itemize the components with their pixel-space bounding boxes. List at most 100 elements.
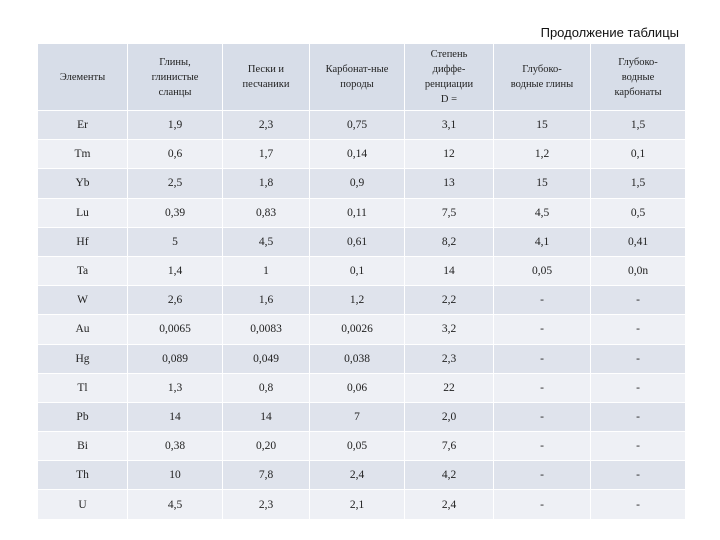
value-cell: 1,9 <box>127 109 223 141</box>
value-cell: 1,5 <box>590 168 686 199</box>
value-cell: 4,5 <box>493 197 591 228</box>
value-cell: 1,3 <box>127 372 223 403</box>
value-cell: 0,06 <box>309 372 405 403</box>
value-cell: 2,3 <box>222 109 310 141</box>
value-cell: 0,049 <box>222 343 310 374</box>
value-cell: 0,0065 <box>127 314 223 345</box>
element-symbol-cell: Yb <box>37 168 128 199</box>
element-symbol-cell: Hf <box>37 226 128 257</box>
value-cell: 0,1 <box>590 139 686 170</box>
value-cell: - <box>590 372 686 403</box>
value-cell: - <box>493 401 591 433</box>
value-cell: 4,5 <box>127 489 223 520</box>
value-cell: 0,8 <box>222 372 310 403</box>
table-row: Pb 14 14 7 2,0- - <box>37 401 686 433</box>
value-cell: 0,038 <box>309 343 405 374</box>
element-symbol-cell: Bi <box>37 431 128 462</box>
value-cell: 1,5 <box>590 109 686 141</box>
value-cell: 5 <box>127 226 223 257</box>
element-symbol-cell: Tl <box>37 372 128 403</box>
value-cell: 0,11 <box>309 197 405 228</box>
table-caption: Продолжение таблицы <box>540 25 679 40</box>
header-cell-deepwater-clays: Глубоко- водные глины <box>493 43 591 111</box>
table-row: Lu 0,39 0,83 0,11 7,5 4,5 0,5 <box>37 197 686 228</box>
value-cell: 0,38 <box>127 431 223 462</box>
value-cell: - <box>590 314 686 345</box>
table-body: Er 1,9 2,3 0,75 3,1 15 1,5 Tm 0,6 1,7 0,14 12 1,2 0,1… <box>37 109 686 520</box>
value-cell: 1,2 <box>309 285 405 316</box>
value-cell: 13 <box>404 168 494 199</box>
value-cell: 14 <box>222 401 310 433</box>
element-symbol-cell: Th <box>37 460 128 491</box>
value-cell: 2,5 <box>127 168 223 199</box>
value-cell: - <box>493 314 591 345</box>
header-cell-deepwater-carbonates: Глубоко- водные карбонаты <box>590 43 686 111</box>
value-cell: 15 <box>493 168 591 199</box>
value-cell: - <box>493 372 591 403</box>
header-row: Элементы Глины, глинистые сланцы Пески и… <box>37 43 686 111</box>
value-cell: 8,2 <box>404 226 494 257</box>
element-symbol-cell: Au <box>37 314 128 345</box>
value-cell: 2,3 <box>222 489 310 520</box>
value-cell: 1,4 <box>127 255 223 287</box>
value-cell: - <box>590 285 686 316</box>
header-cell-differentiation: Степень диффе- ренциации D = <box>404 43 494 111</box>
value-cell: 1,2 <box>493 139 591 170</box>
table-row: Hf 5 4,5 0,61 8,2 4,1 0,41 <box>37 226 686 257</box>
value-cell: 0,41 <box>590 226 686 257</box>
value-cell: 2,4 <box>404 489 494 520</box>
value-cell: - <box>493 343 591 374</box>
value-cell: - <box>493 460 591 491</box>
value-cell: 0,05 <box>493 255 591 287</box>
value-cell: 0,089 <box>127 343 223 374</box>
table-row: Yb 2,5 1,8 0,9 13 15 1,5 <box>37 168 686 199</box>
table-row: Bi 0,38 0,20 0,05 7,6- - <box>37 431 686 462</box>
table-row: Au 0,0065 0,0083 0,0026 3,2- - <box>37 314 686 345</box>
value-cell: 0,6 <box>127 139 223 170</box>
value-cell: 7 <box>309 401 405 433</box>
value-cell: 0,0026 <box>309 314 405 345</box>
value-cell: 0,83 <box>222 197 310 228</box>
element-symbol-cell: Lu <box>37 197 128 228</box>
value-cell: 4,5 <box>222 226 310 257</box>
value-cell: - <box>493 285 591 316</box>
header-cell-clays: Глины, глинистые сланцы <box>127 43 223 111</box>
table-row: Ta 1,4 1 0,1 14 0,05 0,0n <box>37 255 686 287</box>
element-symbol-cell: Er <box>37 109 128 141</box>
element-symbol-cell: Hg <box>37 343 128 374</box>
value-cell: - <box>590 401 686 433</box>
value-cell: 0,75 <box>309 109 405 141</box>
table-row: Er 1,9 2,3 0,75 3,1 15 1,5 <box>37 109 686 141</box>
value-cell: 1 <box>222 255 310 287</box>
value-cell: - <box>590 489 686 520</box>
value-cell: 14 <box>404 255 494 287</box>
header-cell-elements: Элементы <box>37 43 128 111</box>
value-cell: - <box>590 460 686 491</box>
value-cell: 0,9 <box>309 168 405 199</box>
value-cell: 0,39 <box>127 197 223 228</box>
value-cell: 2,2 <box>404 285 494 316</box>
value-cell: 14 <box>127 401 223 433</box>
value-cell: - <box>493 431 591 462</box>
table-row: W 2,6 1,6 1,2 2,2- - <box>37 285 686 316</box>
value-cell: 0,5 <box>590 197 686 228</box>
value-cell: - <box>493 489 591 520</box>
value-cell: 3,2 <box>404 314 494 345</box>
value-cell: 2,6 <box>127 285 223 316</box>
value-cell: 2,0 <box>404 401 494 433</box>
value-cell: 22 <box>404 372 494 403</box>
value-cell: - <box>590 431 686 462</box>
value-cell: 15 <box>493 109 591 141</box>
element-symbol-cell: Pb <box>37 401 128 433</box>
value-cell: 2,4 <box>309 460 405 491</box>
value-cell: 4,1 <box>493 226 591 257</box>
value-cell: 7,5 <box>404 197 494 228</box>
table-row: Th 10 7,8 2,4 4,2- - <box>37 460 686 491</box>
element-symbol-cell: W <box>37 285 128 316</box>
header-cell-sands: Пески и песчаники <box>222 43 310 111</box>
value-cell: 0,05 <box>309 431 405 462</box>
data-table: Элементы Глины, глинистые сланцы Пески и… <box>37 43 686 520</box>
table-row: Hg 0,089 0,049 0,038 2,3- - <box>37 343 686 374</box>
value-cell: 1,6 <box>222 285 310 316</box>
value-cell: 1,8 <box>222 168 310 199</box>
